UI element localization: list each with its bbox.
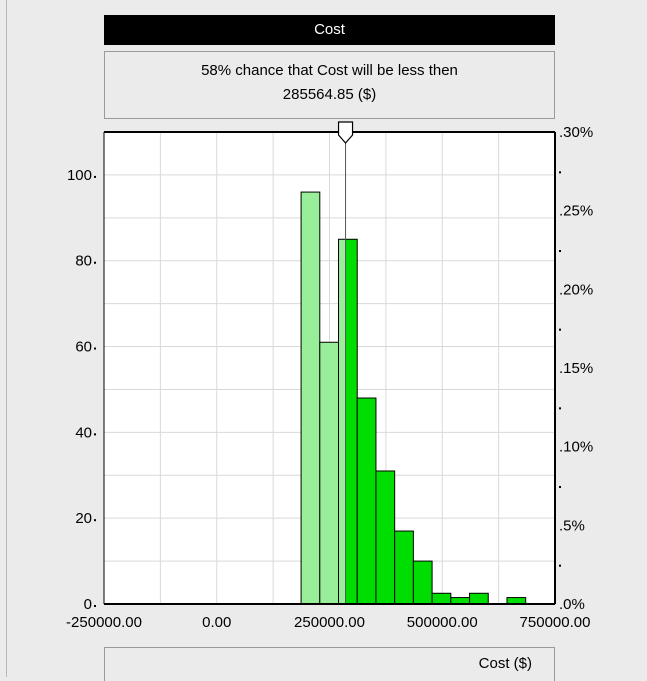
probability-message: 58% chance that Cost will be less then 2… — [104, 51, 555, 119]
y2-tick-label: .30% — [559, 124, 593, 141]
x-axis-label: Cost ($) — [478, 655, 532, 672]
y2-tick-label: .15% — [559, 360, 593, 377]
frame-border — [6, 0, 7, 677]
y-tick-mark — [94, 175, 96, 178]
x-tick-label: 0.00 — [202, 614, 231, 631]
y-tick-label: 100 — [67, 167, 92, 184]
histogram-bar — [300, 191, 321, 605]
x-tick-label: 250000.00 — [294, 614, 365, 631]
histogram-chart: 0 20 40 60 80 100 .0% .5% .10% .15% .20% .25% .30% -2… — [66, 121, 593, 631]
y2-minor-tick — [559, 407, 561, 410]
histogram-bar-above — [345, 239, 358, 605]
y2-minor-tick — [559, 250, 561, 252]
y-tick-mark — [94, 605, 96, 607]
x-tick-label: 500000.00 — [407, 614, 478, 631]
y-tick-mark — [94, 261, 96, 264]
y2-minor-tick — [559, 328, 561, 331]
y2-tick-label: .25% — [559, 203, 593, 220]
histogram-bar — [431, 592, 452, 605]
y2-minor-tick — [559, 486, 561, 488]
histogram-bar — [356, 397, 377, 605]
marker-handle-icon — [337, 121, 354, 144]
y-tick-mark — [94, 433, 96, 436]
y2-tick-label: .10% — [559, 439, 593, 456]
probability-message-line2: 285564.85 ($) — [282, 86, 377, 103]
y-tick-mark — [94, 347, 96, 350]
y-tick-label: 60 — [75, 339, 92, 356]
y2-tick-label: .20% — [559, 281, 593, 298]
histogram-bar-below — [338, 239, 346, 605]
histogram-bar — [319, 341, 340, 605]
y-tick-label: 0 — [84, 596, 92, 613]
histogram-bar — [375, 470, 396, 605]
y-tick-mark — [94, 519, 96, 522]
y2-minor-tick — [559, 564, 561, 567]
x-tick-label: -250000.00 — [66, 614, 142, 631]
y2-tick-label: .5% — [559, 517, 585, 534]
histogram-bar — [412, 560, 433, 605]
histogram-bar — [469, 592, 489, 605]
chart-title: Cost — [104, 15, 555, 45]
histogram-bar — [394, 530, 414, 605]
y-tick-label: 80 — [75, 253, 92, 270]
x-axis-label-box: Cost ($) — [104, 647, 555, 681]
y2-tick-label: .0% — [559, 596, 585, 613]
probability-message-line1: 58% chance that Cost will be less then — [201, 62, 458, 79]
y-tick-label: 20 — [75, 510, 92, 527]
y2-minor-tick — [559, 171, 561, 174]
y-tick-label: 40 — [75, 424, 92, 441]
x-tick-label: 750000.00 — [520, 614, 591, 631]
